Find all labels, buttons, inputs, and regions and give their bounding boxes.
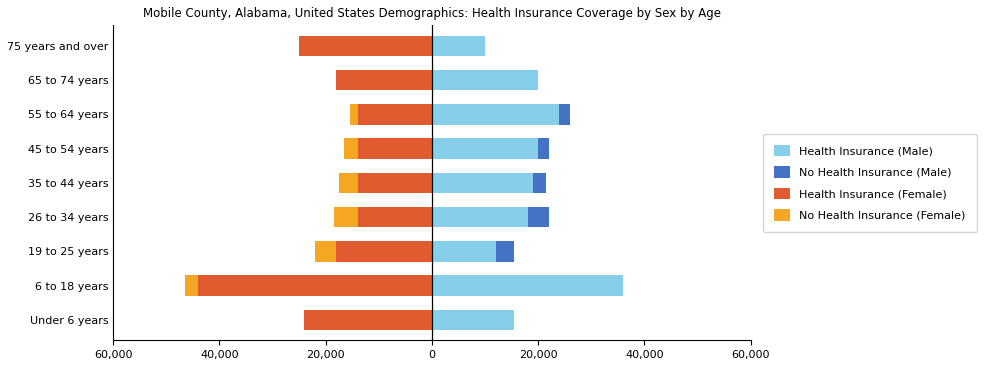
Bar <box>432 70 538 90</box>
Bar <box>533 172 546 193</box>
Bar <box>538 138 549 159</box>
Bar <box>336 70 432 90</box>
Bar <box>299 36 432 56</box>
Bar <box>358 138 432 159</box>
Bar <box>559 104 570 124</box>
Bar <box>185 275 198 296</box>
Bar <box>432 309 514 330</box>
Bar <box>334 207 358 227</box>
Bar <box>358 104 432 124</box>
Legend: Health Insurance (Male), No Health Insurance (Male), Health Insurance (Female), : Health Insurance (Male), No Health Insur… <box>762 134 977 232</box>
Bar <box>432 138 538 159</box>
Bar <box>358 207 432 227</box>
Bar <box>495 241 514 262</box>
Bar <box>198 275 432 296</box>
Bar <box>432 172 533 193</box>
Bar <box>432 36 485 56</box>
Bar <box>432 207 528 227</box>
Title: Mobile County, Alabama, United States Demographics: Health Insurance Coverage by: Mobile County, Alabama, United States De… <box>143 7 721 20</box>
Bar <box>528 207 549 227</box>
Bar <box>432 275 624 296</box>
Bar <box>336 241 432 262</box>
Bar <box>432 104 559 124</box>
Bar <box>345 138 358 159</box>
Bar <box>315 241 336 262</box>
Bar <box>339 172 358 193</box>
Bar <box>304 309 432 330</box>
Bar <box>358 172 432 193</box>
Bar <box>350 104 358 124</box>
Bar <box>432 241 495 262</box>
